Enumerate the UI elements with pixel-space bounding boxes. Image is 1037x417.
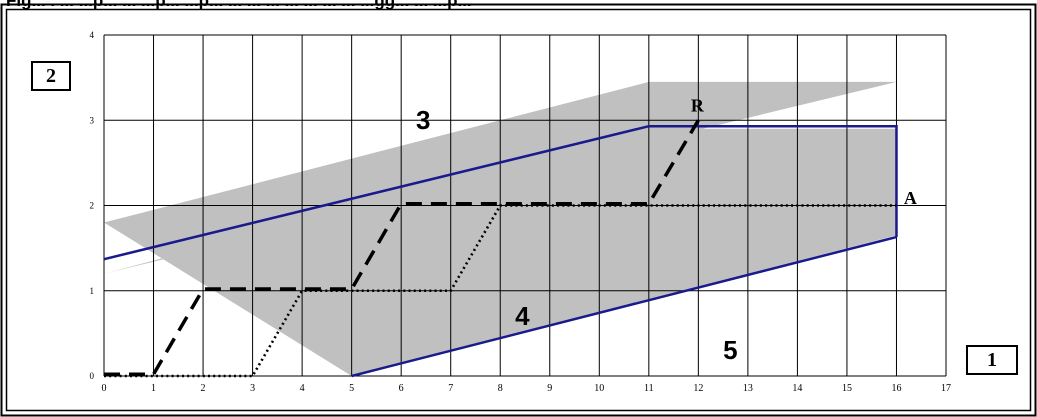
x-tick-label: 8 [498,383,503,394]
y-tick-label: 4 [90,30,95,40]
x-tick-label: 16 [891,383,901,394]
x-tick-label: 10 [594,383,604,394]
x-tick-label: 13 [743,383,753,394]
x-tick-label: 14 [792,383,802,394]
x-tick-label: 12 [693,383,703,394]
y-axis-box-label: 2 [31,61,71,91]
x-tick-label: 4 [300,383,305,394]
x-tick-label: 1 [151,383,156,394]
x-tick-label: 15 [842,383,852,394]
y-tick-label: 0 [90,371,95,381]
x-axis-box-label: 1 [966,345,1018,375]
series-line-solid [103,124,898,261]
x-tick-label: 7 [448,383,453,394]
annotation-label: A [904,188,917,208]
y-tick-label: 1 [90,286,95,296]
x-tick-label: 11 [644,383,654,394]
series-line-solid [351,235,897,378]
y-tick-label: 2 [90,201,95,211]
x-tick-label: 17 [941,383,951,394]
x-tick-label: 9 [547,383,552,394]
y-tick-label: 3 [90,115,95,125]
annotation-label: 4 [515,301,530,331]
x-tick-label: 0 [102,383,107,394]
inner-border [5,8,1032,412]
x-tick-label: 6 [399,383,404,394]
x-tick-label: 5 [349,383,354,394]
outer-border [0,3,1037,417]
annotation-label: 3 [416,105,430,135]
x-tick-label: 3 [250,383,255,394]
annotation-label: R [691,96,705,116]
x-tick-label: 2 [201,383,206,394]
annotation-label: 5 [723,335,737,365]
